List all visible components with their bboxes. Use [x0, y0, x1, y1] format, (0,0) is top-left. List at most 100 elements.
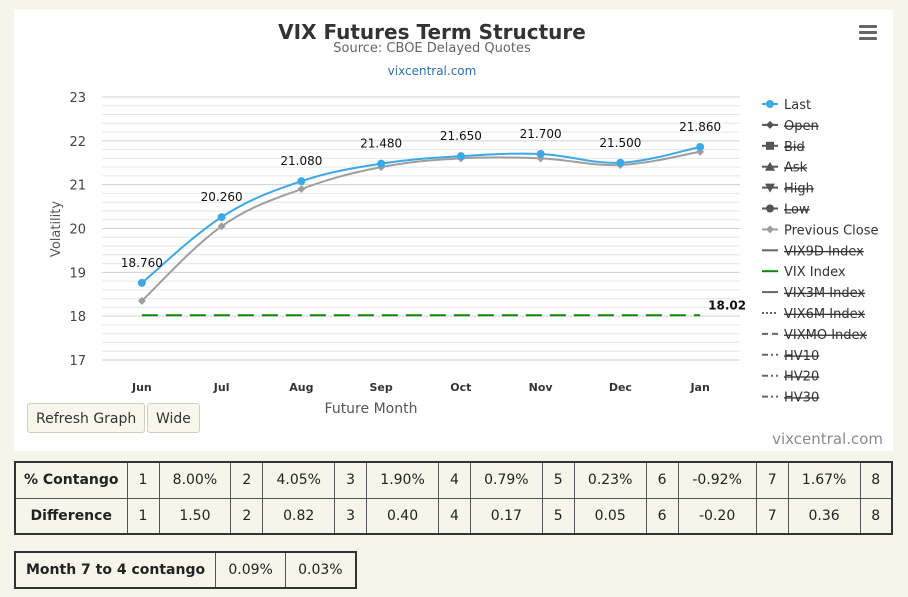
hamburger-menu-icon[interactable] — [856, 22, 880, 44]
value-cell: 1.50 — [158, 497, 232, 535]
legend-item[interactable]: Previous Close — [762, 223, 879, 238]
row-label: Difference — [14, 497, 128, 535]
x-tick-label: Jun — [131, 381, 152, 394]
value-cell: 8.00% — [158, 461, 232, 499]
y-tick-label: 18 — [69, 310, 86, 325]
data-label: 20.260 — [201, 190, 243, 204]
brand-watermark: vixcentral.com — [772, 430, 883, 448]
value-cell: 1.67% — [787, 461, 861, 499]
legend-item[interactable]: HV30 — [762, 391, 819, 406]
legend-label: VIX6M Index — [784, 307, 865, 322]
month-number-cell: 3 — [334, 461, 368, 499]
table-row: % Contango 1 8.00% 2 4.05% 3 1.90% 4 0.79% 5 0.23%… — [14, 461, 893, 499]
legend-item[interactable]: VIXMO Index — [762, 328, 867, 343]
x-tick-label: Oct — [450, 381, 471, 394]
legend-diamond-icon — [766, 225, 774, 234]
data-label: 21.650 — [440, 129, 482, 143]
last-point — [456, 152, 465, 161]
legend-item[interactable]: HV20 — [762, 370, 819, 385]
x-tick-label: Jan — [689, 381, 709, 394]
legend-label: VIXMO Index — [784, 328, 867, 343]
x-axis-label: Future Month — [325, 401, 418, 417]
x-tick-label: Nov — [529, 381, 554, 394]
legend-circle-icon — [766, 204, 774, 213]
month-number-cell: 7 — [755, 497, 789, 535]
last-point — [616, 158, 625, 167]
value-cell: 0.17 — [469, 497, 543, 535]
x-tick-label: Dec — [609, 381, 632, 394]
month-number-cell: 5 — [541, 497, 575, 535]
legend-item[interactable]: Open — [762, 119, 819, 134]
legend-item[interactable]: VIX3M Index — [762, 286, 865, 301]
y-tick-label: 19 — [69, 266, 86, 281]
x-tick-label: Sep — [369, 381, 392, 394]
refresh-graph-button[interactable]: Refresh Graph — [27, 403, 146, 433]
legend-label: HV30 — [784, 391, 819, 406]
month-number-cell: 1 — [126, 461, 160, 499]
chart-card: VIX Futures Term Structure Source: CBOE … — [14, 10, 893, 451]
chart-title: VIX Futures Term Structure — [278, 20, 586, 44]
legend-label: Ask — [784, 161, 808, 176]
previous-close-point — [217, 222, 226, 231]
month-number-cell: 1 — [126, 497, 160, 535]
y-tick-label: 23 — [69, 91, 86, 106]
legend-label: Open — [784, 119, 819, 134]
data-label: 21.700 — [520, 127, 562, 141]
legend-label: Low — [784, 203, 810, 218]
legend-label: Previous Close — [784, 223, 879, 238]
month-number-cell: 4 — [437, 461, 471, 499]
legend-item[interactable]: High — [762, 182, 814, 197]
y-tick-label: 22 — [69, 135, 86, 150]
data-label: 18.760 — [121, 256, 163, 270]
legend-label: HV20 — [784, 370, 819, 385]
legend-label: Bid — [784, 140, 805, 155]
legend-label: VIX3M Index — [784, 286, 865, 301]
source-link[interactable]: vixcentral.com — [387, 64, 477, 78]
last-point — [297, 177, 306, 186]
y-tick-label: 21 — [69, 179, 86, 194]
value-cell: 0.79% — [469, 461, 543, 499]
month-number-cell: 2 — [230, 497, 264, 535]
month-number-cell: 4 — [437, 497, 471, 535]
chart-subtitle: Source: CBOE Delayed Quotes — [333, 41, 531, 56]
month-number-cell: 8 — [859, 461, 893, 499]
contango-table: % Contango 1 8.00% 2 4.05% 3 1.90% 4 0.79% 5 0.23%… — [14, 461, 893, 535]
vix-index-label: 18.02 — [708, 298, 746, 312]
value-cell: 0.36 — [787, 497, 861, 535]
value-cell: 0.82 — [262, 497, 336, 535]
legend-label: VIX9D Index — [784, 244, 864, 259]
previous-close-point — [137, 296, 146, 305]
legend-item[interactable]: VIX9D Index — [762, 244, 864, 259]
month-contango-value: 0.09% — [215, 551, 287, 589]
line-chart: 17 18 19 20 21 22 23 Jun Jul Aug Sep Oct Nov Dec Jan Vo… — [49, 91, 879, 417]
legend-item[interactable]: Last — [762, 98, 811, 113]
last-point — [377, 159, 386, 168]
month-number-cell: 5 — [541, 461, 575, 499]
data-label: 21.500 — [599, 136, 641, 150]
legend-label: HV10 — [784, 349, 819, 364]
legend-label: VIX Index — [784, 265, 846, 280]
last-point — [137, 278, 146, 287]
month-number-cell: 3 — [334, 497, 368, 535]
last-point — [536, 149, 545, 158]
month-number-cell: 6 — [645, 461, 679, 499]
data-label: 21.480 — [360, 137, 402, 151]
legend-item[interactable]: VIX Index — [762, 265, 846, 280]
x-tick-label: Jul — [213, 381, 230, 394]
legend-item[interactable]: HV10 — [762, 349, 819, 364]
wide-button[interactable]: Wide — [147, 403, 200, 433]
month-number-cell: 8 — [859, 497, 893, 535]
month-number-cell: 2 — [230, 461, 264, 499]
last-point — [696, 142, 705, 151]
value-cell: 0.40 — [366, 497, 439, 535]
legend-item[interactable]: Bid — [762, 140, 805, 155]
legend-label: Last — [784, 98, 811, 113]
month-number-cell: 7 — [755, 461, 789, 499]
value-cell: -0.20 — [677, 497, 757, 535]
legend-diamond-icon — [766, 120, 774, 129]
table-row: Difference 1 1.50 2 0.82 3 0.40 4 0.17 5 0.05 6 -0.2… — [14, 497, 893, 535]
legend-item[interactable]: Ask — [762, 161, 808, 176]
y-tick-label: 20 — [69, 223, 86, 238]
legend-item[interactable]: Low — [762, 203, 810, 218]
legend-item[interactable]: VIX6M Index — [762, 307, 865, 322]
